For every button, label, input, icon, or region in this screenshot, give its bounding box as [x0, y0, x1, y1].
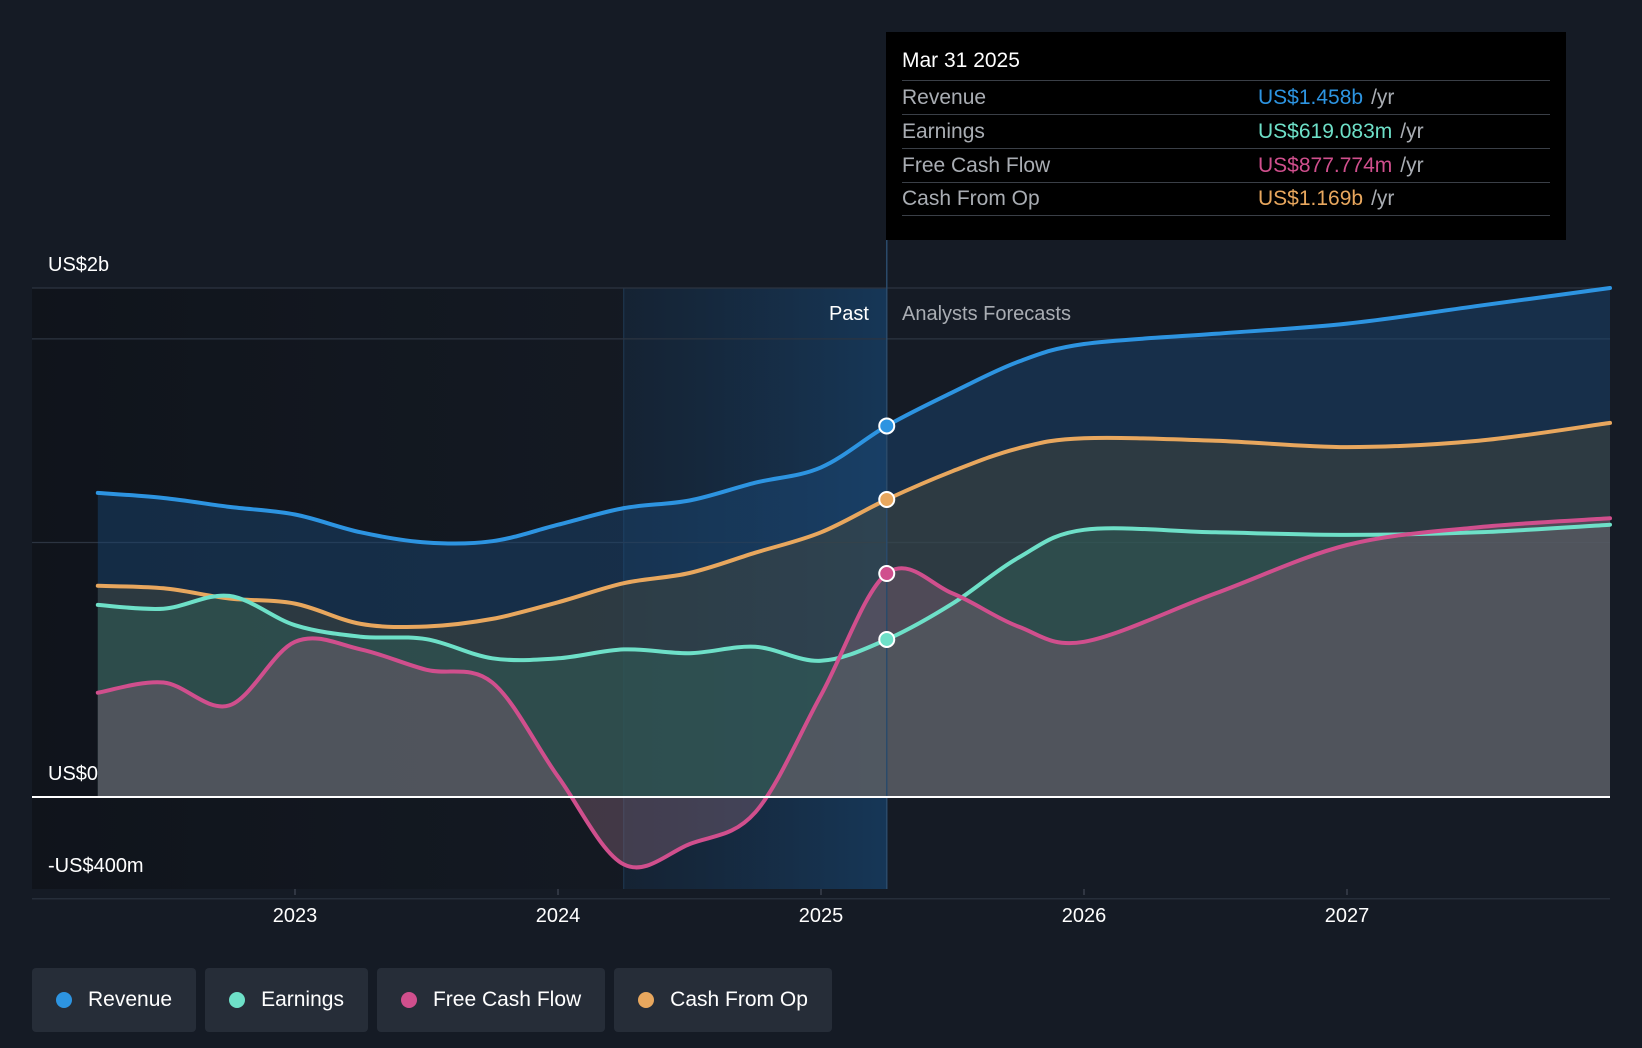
tooltip-unit: /yr: [1371, 85, 1395, 109]
earnings-area: [97, 524, 1610, 797]
legend-label: Revenue: [88, 988, 173, 1011]
hover-markers: [878, 417, 896, 648]
axis-labels: US$2b US$0 -US$400m Past Analysts Foreca…: [48, 254, 1071, 877]
legend-label: Earnings: [261, 988, 344, 1011]
y-tick-label: US$2b: [48, 254, 109, 276]
free-cash-flow-area: [97, 518, 1610, 868]
tooltip: Mar 31 2025 Revenue US$1.458b /yr Earnin…: [886, 32, 1566, 240]
tooltip-date: Mar 31 2025: [902, 49, 1020, 72]
cash-from-op-marker: [878, 490, 896, 508]
tooltip-unit: /yr: [1371, 187, 1395, 210]
free-cash-flow-marker: [878, 565, 896, 583]
free-cash-flow-dot-icon: [400, 992, 417, 1008]
past-label: Past: [829, 303, 869, 325]
tooltip-unit: /yr: [1400, 153, 1424, 177]
earnings-line: [95, 522, 1612, 663]
series-lines: [95, 286, 1612, 870]
cash-from-op-dot-icon: [638, 992, 655, 1008]
tooltip-label: Earnings: [902, 119, 985, 143]
x-tick-label: 2026: [1062, 905, 1107, 927]
tooltip-label: Free Cash Flow: [902, 153, 1051, 177]
tooltip-value: US$1.458b: [1258, 85, 1364, 109]
tooltip-row-earnings: Earnings US$619.083m /yr: [902, 114, 1550, 148]
x-tick-label: 2025: [799, 905, 844, 927]
legend-item-cash-from-op[interactable]: Cash From Op: [614, 968, 832, 1032]
x-axis: 2023 2024 2025 2026 2027: [273, 889, 1370, 927]
legend-item-revenue[interactable]: Revenue: [32, 968, 197, 1032]
free-cash-flow-line: [95, 516, 1612, 870]
legend-label: Free Cash Flow: [432, 988, 582, 1011]
revenue-line: [95, 286, 1612, 546]
legend-item-free-cash-flow[interactable]: Free Cash Flow: [376, 968, 606, 1032]
y-tick-label: US$0: [48, 763, 98, 785]
forecast-label: Analysts Forecasts: [902, 303, 1071, 325]
earnings-dot-icon: [229, 992, 246, 1008]
past-highlight-band: [623, 288, 887, 889]
revenue-area: [97, 288, 1610, 797]
tooltip-row-free-cash-flow: Free Cash Flow US$877.774m /yr: [902, 148, 1550, 182]
tooltip-row-revenue: Revenue US$1.458b /yr: [902, 80, 1550, 114]
tooltip-unit: /yr: [1400, 119, 1424, 143]
x-tick-label: 2027: [1325, 905, 1370, 927]
cash-from-op-line: [95, 420, 1612, 630]
tooltip-label: Revenue: [902, 85, 987, 109]
legend-item-earnings[interactable]: Earnings: [205, 968, 368, 1032]
y-tick-label: -US$400m: [48, 855, 144, 877]
legend: Revenue Earnings Free Cash Flow Cash Fro…: [32, 968, 832, 1032]
x-tick-label: 2023: [273, 905, 318, 927]
revenue-dot-icon: [56, 992, 72, 1008]
tooltip-label: Cash From Op: [902, 187, 1040, 210]
legend-label: Cash From Op: [670, 988, 808, 1011]
tooltip-row-cash-from-op: Cash From Op US$1.169b /yr: [902, 182, 1550, 216]
gridlines: [32, 287, 1610, 900]
cash-from-op-area: [97, 422, 1610, 797]
revenue-marker: [878, 417, 896, 435]
earnings-marker: [878, 630, 896, 648]
tooltip-value: US$1.169b: [1258, 187, 1364, 210]
tooltip-value: US$619.083m: [1258, 119, 1393, 143]
x-tick-label: 2024: [536, 905, 581, 927]
tooltip-value: US$877.774m: [1258, 153, 1393, 177]
series-areas: [97, 288, 1610, 868]
